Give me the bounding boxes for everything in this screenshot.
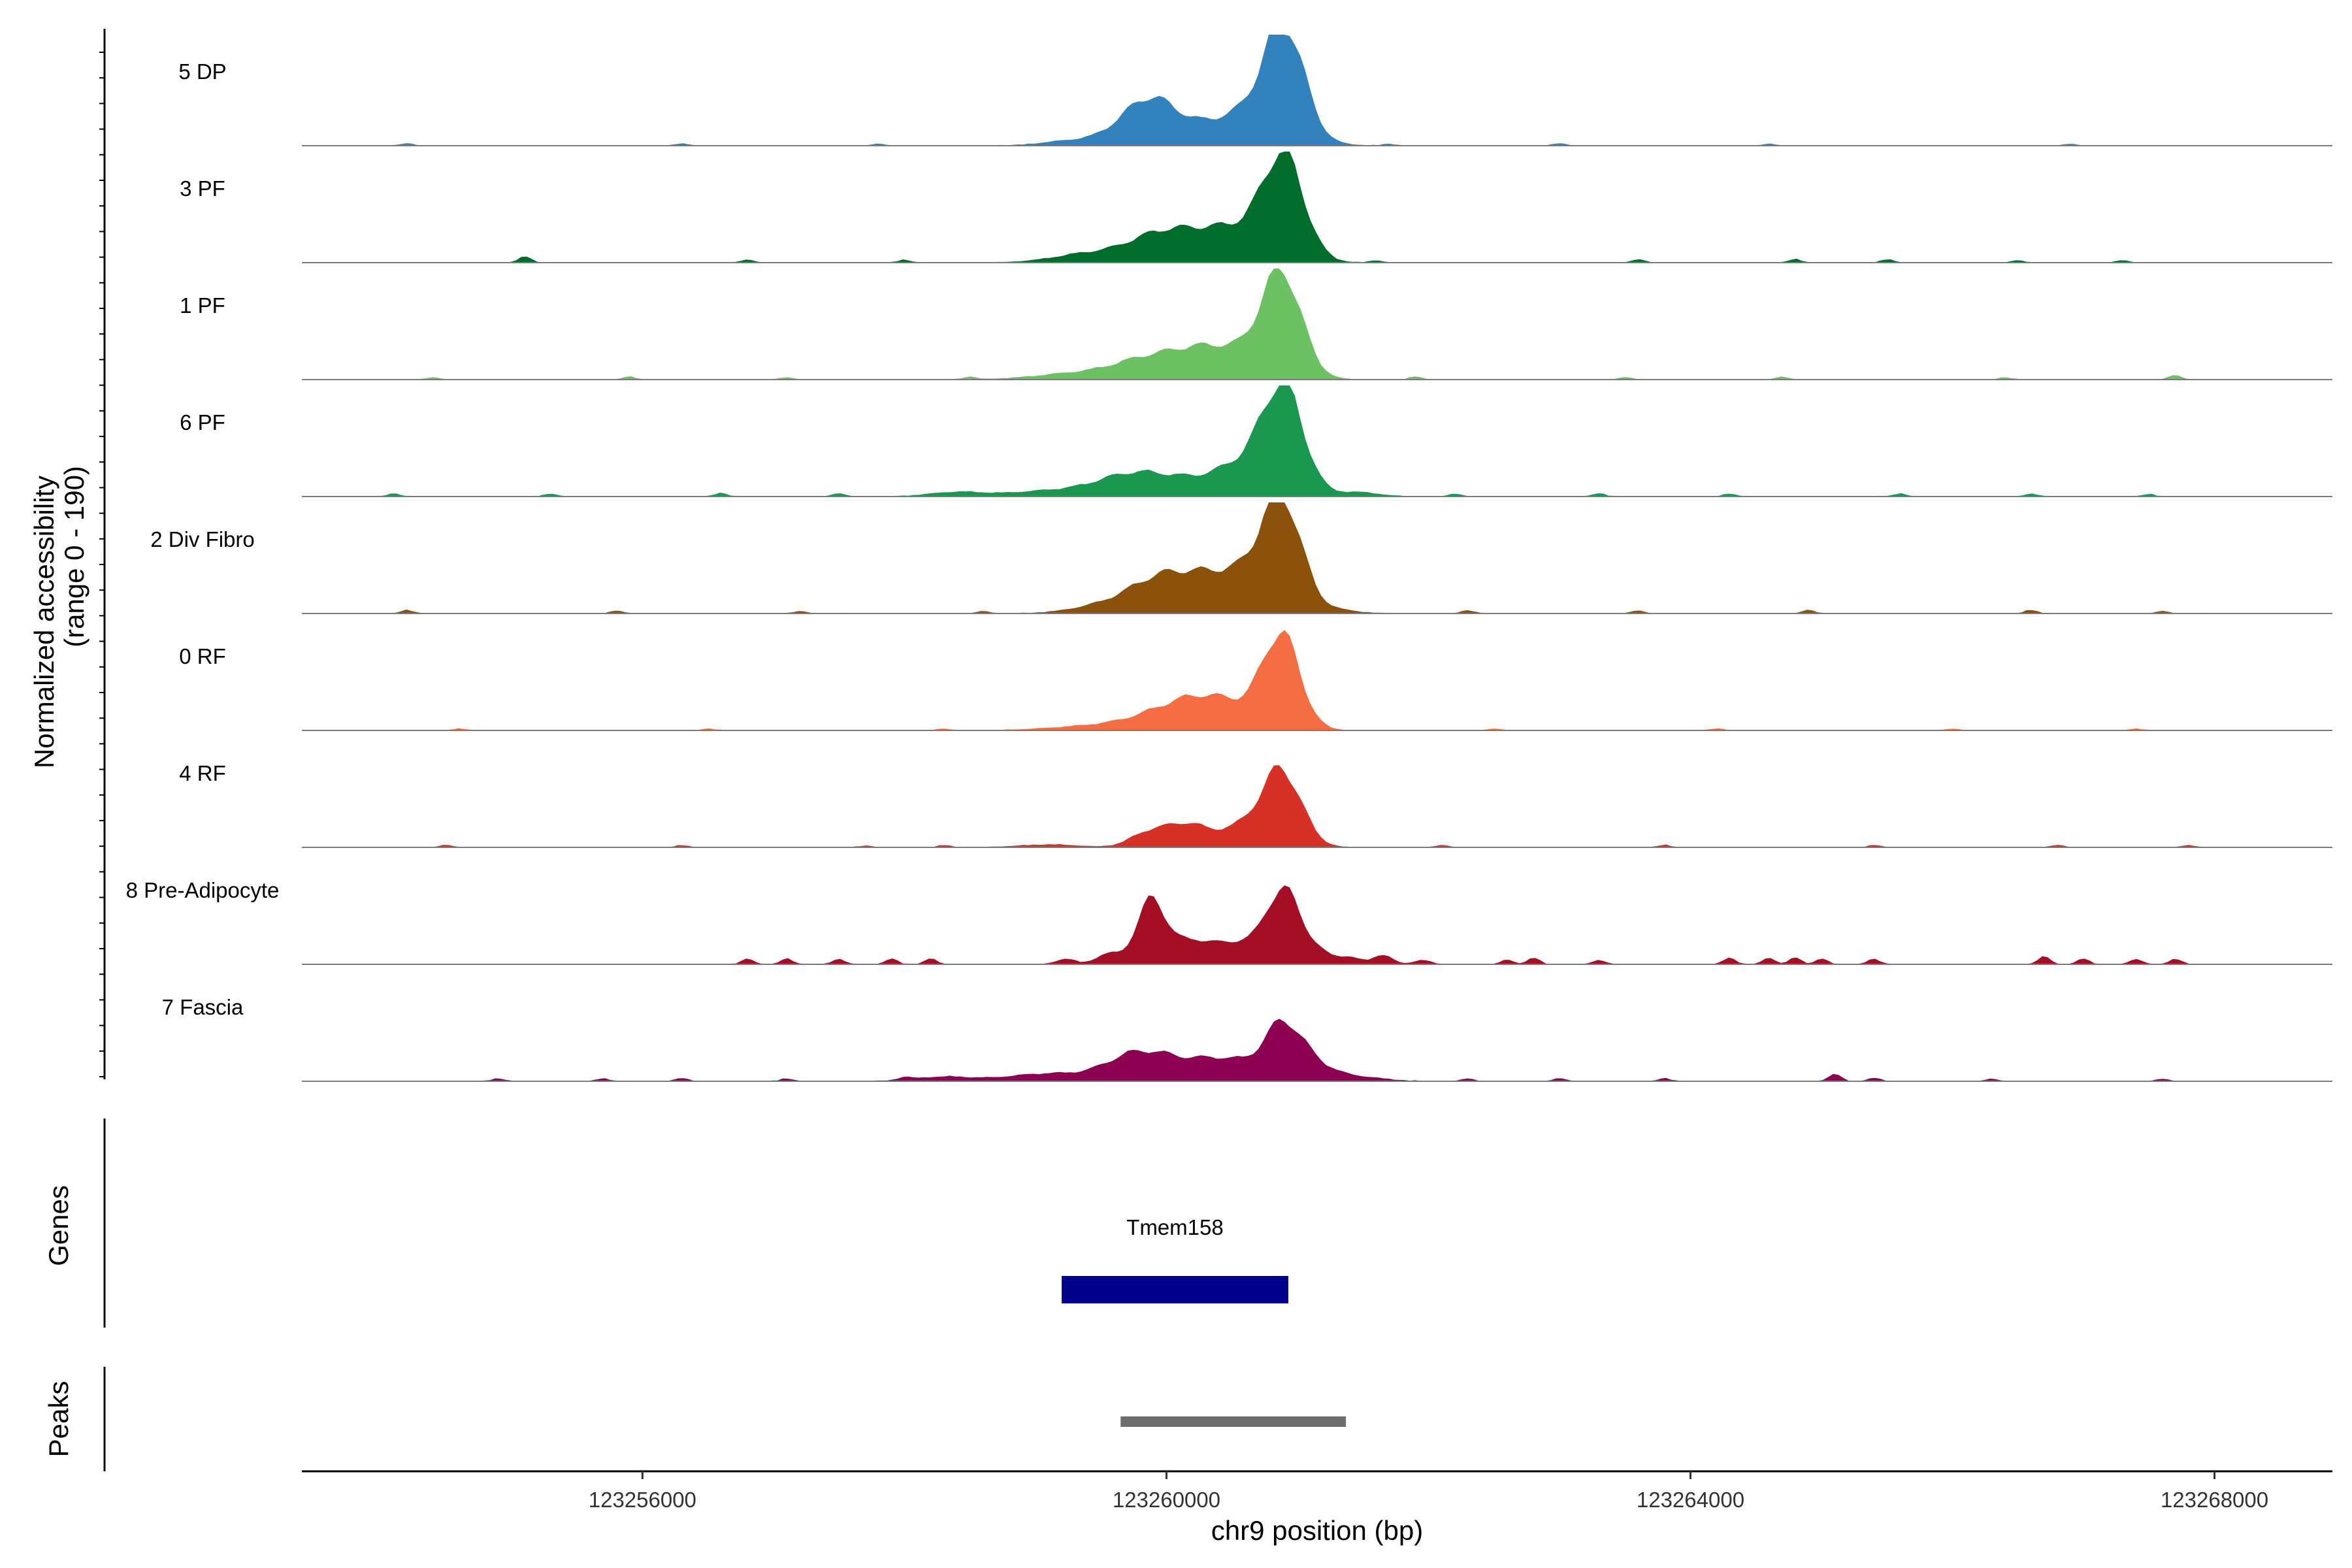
coverage-y-axis-ticks <box>99 52 105 1077</box>
track-1: 5 DP <box>178 35 2332 146</box>
gene-models: Tmem158 <box>1061 1215 1288 1303</box>
track-8: 8 Pre-Adipocyte <box>126 878 2332 965</box>
x-tick-label: 123264000 <box>1637 1488 1744 1512</box>
peak-regions <box>1120 1416 1347 1427</box>
track-area <box>302 152 2332 263</box>
peaks-panel: Peaks <box>43 1367 1347 1471</box>
track-area <box>302 269 2332 380</box>
track-label: 3 PF <box>180 176 225 201</box>
track-label: 6 PF <box>180 410 225 434</box>
coverage-y-axis <box>99 29 106 1079</box>
genes-panel: Genes Tmem158 <box>43 1119 1288 1328</box>
x-axis: 123256000 123260000 123264000 123268000 chr… <box>302 1470 2332 1546</box>
x-axis-ticks: 123256000 123260000 123264000 123268000 <box>589 1471 2268 1512</box>
coverage-tracks: 5 DP 3 PF 1 PF 6 PF 2 Div Fibro 0 RF 4 RF 8 Pre… <box>126 35 2332 1082</box>
gene-label: Tmem158 <box>1126 1215 1224 1239</box>
gene-bar <box>1061 1276 1288 1303</box>
track-9: 7 Fascia <box>162 995 2332 1082</box>
track-label: 7 Fascia <box>162 995 244 1019</box>
track-area <box>302 385 2332 497</box>
track-area <box>302 630 2332 730</box>
track-area <box>302 1019 2332 1081</box>
track-label: 1 PF <box>180 293 225 318</box>
x-tick-label: 123268000 <box>2161 1488 2268 1512</box>
peaks-axis-title: Peaks <box>43 1381 74 1458</box>
track-area <box>302 502 2332 613</box>
track-3: 1 PF <box>180 269 2332 380</box>
track-4: 6 PF <box>180 385 2332 497</box>
track-label: 5 DP <box>178 59 226 84</box>
track-label: 0 RF <box>179 644 226 668</box>
peak-bar <box>1120 1416 1347 1427</box>
x-tick-label: 123256000 <box>589 1488 696 1512</box>
x-axis-title: chr9 position (bp) <box>1211 1515 1424 1546</box>
track-area <box>302 765 2332 847</box>
coverage-y-axis-title: Normalized accessibility <box>29 476 59 768</box>
track-label: 8 Pre-Adipocyte <box>126 878 280 902</box>
x-tick-label: 123260000 <box>1113 1488 1220 1512</box>
coverage-y-axis-range: (range 0 - 190) <box>59 466 90 647</box>
track-area <box>302 885 2332 964</box>
track-label: 4 RF <box>179 761 226 785</box>
track-2: 3 PF <box>180 152 2332 263</box>
track-7: 4 RF <box>179 761 2332 848</box>
track-6: 0 RF <box>179 630 2332 731</box>
genes-axis-title: Genes <box>43 1185 74 1266</box>
track-label: 2 Div Fibro <box>150 527 255 551</box>
track-5: 2 Div Fibro <box>150 502 2332 614</box>
track-area <box>302 35 2332 146</box>
